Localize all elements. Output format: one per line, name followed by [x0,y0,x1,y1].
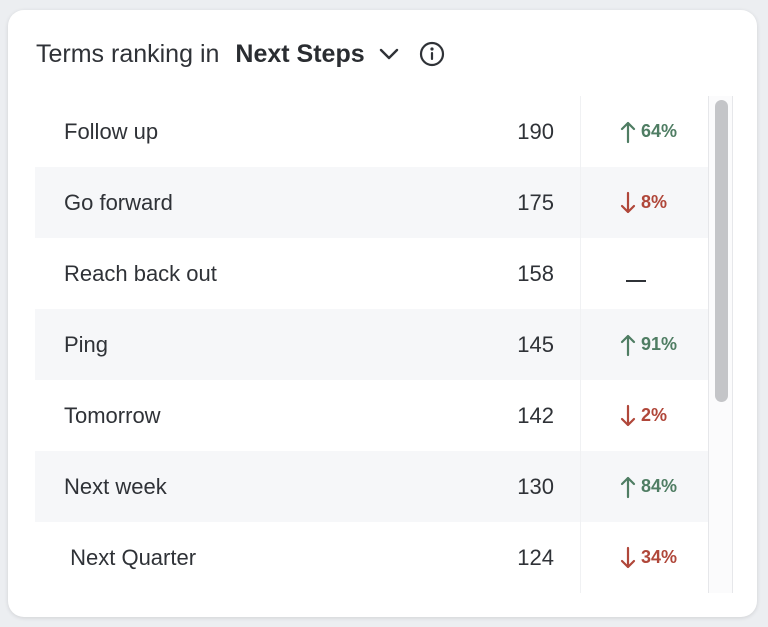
card-header: Terms ranking in Next Steps [36,37,445,71]
trend-percent: 91% [641,334,678,354]
trend-percent: 64% [641,121,678,141]
terms-table: Follow up 190 64% Go forward 175 8% Reach back… [35,96,708,593]
term-count: 124 [517,544,554,570]
info-icon[interactable] [419,41,445,67]
category-dropdown[interactable]: Next Steps [235,40,400,69]
table-row[interactable]: Reach back out 158 [35,238,708,309]
term-count: 130 [517,473,554,499]
trend-change: 34% [620,546,677,570]
term-count: 175 [517,189,554,215]
column-divider [580,451,581,522]
term-label: Follow up [64,118,159,144]
term-count: 190 [517,118,554,144]
column-divider [580,522,581,593]
trend-percent: 84% [641,476,678,496]
trend-percent: 2% [641,405,668,425]
trend-change: 64% [620,120,677,144]
arrow-up-icon [620,476,636,498]
term-label: Next Quarter [64,544,197,570]
trend-percent: 34% [641,547,678,567]
terms-ranking-card: Terms ranking in Next Steps Follow up 190… [8,10,757,617]
trend-change: 91% [620,333,677,357]
column-divider [580,238,581,309]
scrollbar-thumb[interactable] [715,100,728,402]
arrow-down-icon [620,191,636,213]
table-row[interactable]: Go forward 175 8% [35,167,708,238]
column-divider [580,167,581,238]
header-title: Terms ranking in [36,39,220,68]
column-divider [580,380,581,451]
term-count: 142 [517,402,554,428]
table-row[interactable]: Tomorrow 142 2% [35,380,708,451]
arrow-up-icon [620,334,636,356]
term-label: Reach back out [64,260,217,286]
trend-change: 2% [620,404,667,428]
chevron-down-icon [379,48,398,60]
table-row[interactable]: Ping 145 91% [35,309,708,380]
scrollbar-track[interactable] [708,96,733,593]
arrow-up-icon [620,121,636,143]
dash-icon [626,279,646,282]
arrow-down-icon [620,404,636,426]
arrow-down-icon [620,546,636,568]
term-count: 145 [517,331,554,357]
trend-change [620,266,646,282]
trend-change: 84% [620,475,677,499]
category-dropdown-value: Next Steps [235,39,365,68]
trend-change: 8% [620,191,667,215]
column-divider [580,309,581,380]
term-label: Go forward [64,189,173,215]
term-label: Next week [64,473,167,499]
table-row[interactable]: Follow up 190 64% [35,96,708,167]
term-count: 158 [517,260,554,286]
term-label: Tomorrow [64,402,161,428]
table-row[interactable]: Next Quarter 124 34% [35,522,708,593]
column-divider [580,96,581,167]
table-row[interactable]: Next week 130 84% [35,451,708,522]
term-label: Ping [64,331,109,357]
trend-percent: 8% [641,192,668,212]
